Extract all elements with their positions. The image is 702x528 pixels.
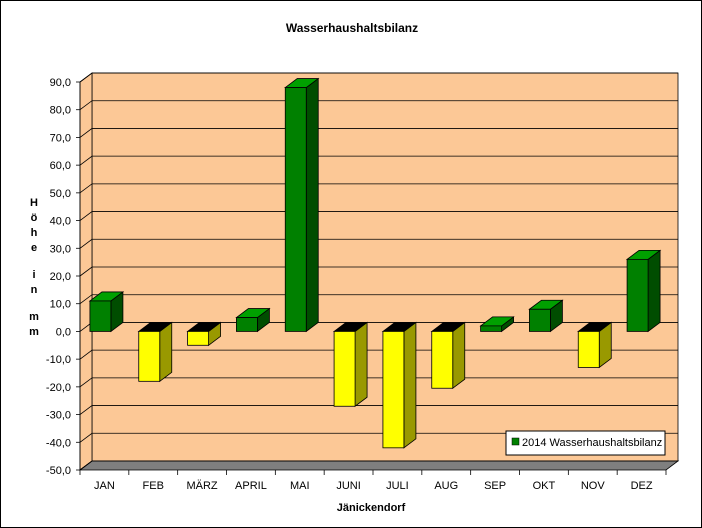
gridline (79, 72, 678, 83)
bar-front (187, 331, 209, 346)
gridline (79, 155, 678, 166)
x-tick-label: APRIL (235, 480, 267, 492)
bar-märz (186, 321, 222, 347)
x-axis-label: Jänickendorf (337, 502, 406, 514)
gridline (79, 211, 678, 221)
y-tick-label: 70,0 (50, 132, 71, 144)
y-tick-label: 20,0 (50, 271, 71, 283)
y-tick-label: 60,0 (50, 160, 71, 172)
bar-front (480, 325, 502, 332)
bar-juni (332, 321, 369, 408)
gridline (79, 349, 678, 360)
y-tick-label: 90,0 (50, 77, 71, 89)
gridline (79, 128, 678, 138)
gridline (79, 294, 678, 305)
x-tick-label: OKT (533, 480, 556, 492)
x-tick-label: AUG (434, 480, 458, 492)
x-tick-label: DEZ (631, 480, 653, 492)
bar-juli (381, 321, 418, 449)
gridline (79, 405, 678, 415)
x-tick-label: JUNI (336, 480, 360, 492)
x-axis-ticks: JAN FEB MÄRZ APRIL MAI JUNI JULI AUG SEP OKT NOV DE… (79, 470, 667, 492)
y-tick-label: 40,0 (50, 216, 71, 228)
gridline (79, 377, 678, 388)
plot-area (78, 72, 680, 471)
y-tick-label: 10,0 (50, 299, 71, 311)
chart-title: Wasserhaushaltsbilanz (286, 21, 418, 35)
bar-front (626, 258, 649, 332)
legend-label: 2014 Wasserhaushaltsbilanz (522, 437, 662, 449)
bar-dez (625, 249, 662, 333)
y-tick-label: -50,0 (46, 465, 71, 477)
bar-front (333, 331, 356, 407)
bar-side (354, 321, 368, 408)
bar-jan (88, 291, 125, 333)
bar-front (89, 300, 112, 332)
y-tick-label: -40,0 (46, 437, 71, 449)
x-tick-label: MÄRZ (186, 480, 217, 492)
bar-front (382, 331, 405, 449)
x-tick-label: JAN (94, 480, 115, 492)
bar-side (647, 249, 661, 333)
bar-front (577, 331, 600, 368)
bar-front (284, 87, 307, 332)
gridline (79, 266, 678, 277)
bar-sep (479, 316, 515, 333)
gridline (79, 183, 678, 194)
x-tick-label: MAI (290, 480, 310, 492)
bar-mai (284, 77, 320, 333)
bar-front (529, 308, 551, 332)
bar-aug (430, 321, 466, 390)
y-tick-label: -20,0 (46, 382, 71, 394)
x-tick-label: SEP (484, 480, 506, 492)
bar-side (403, 321, 417, 449)
gridline (79, 460, 678, 471)
y-tick-label: -10,0 (46, 354, 71, 366)
bar-front (138, 331, 161, 382)
bar-feb (137, 321, 173, 383)
legend-swatch (511, 437, 520, 446)
bar-nov (577, 321, 613, 369)
bar-okt (528, 299, 564, 333)
y-tick-label: 0,0 (56, 326, 71, 338)
legend-box (505, 430, 666, 456)
legend: 2014 Wasserhaushaltsbilanz (505, 430, 666, 456)
y-tick-label: 30,0 (50, 243, 71, 255)
bar-side (452, 321, 466, 390)
x-tick-label: JULI (386, 480, 409, 492)
bars (88, 77, 662, 449)
bar-front (236, 317, 258, 332)
y-tick-label: 80,0 (50, 105, 71, 117)
y-axis-ticks: -50,0 -40,0 -30,0 -20,0 -10,0 0,0 10,0 20,0 30,0… (46, 77, 81, 477)
bar-front (431, 331, 454, 389)
bar-side (159, 321, 173, 383)
bar-april (235, 307, 271, 333)
gridline (79, 100, 678, 111)
floor (78, 460, 680, 471)
gridline (79, 432, 678, 443)
y-tick-label: -30,0 (46, 410, 71, 422)
x-tick-label: NOV (581, 480, 606, 492)
x-tick-label: FEB (143, 480, 164, 492)
y-tick-label: 50,0 (50, 188, 71, 200)
bar-side (305, 77, 319, 333)
gridline (79, 238, 678, 249)
